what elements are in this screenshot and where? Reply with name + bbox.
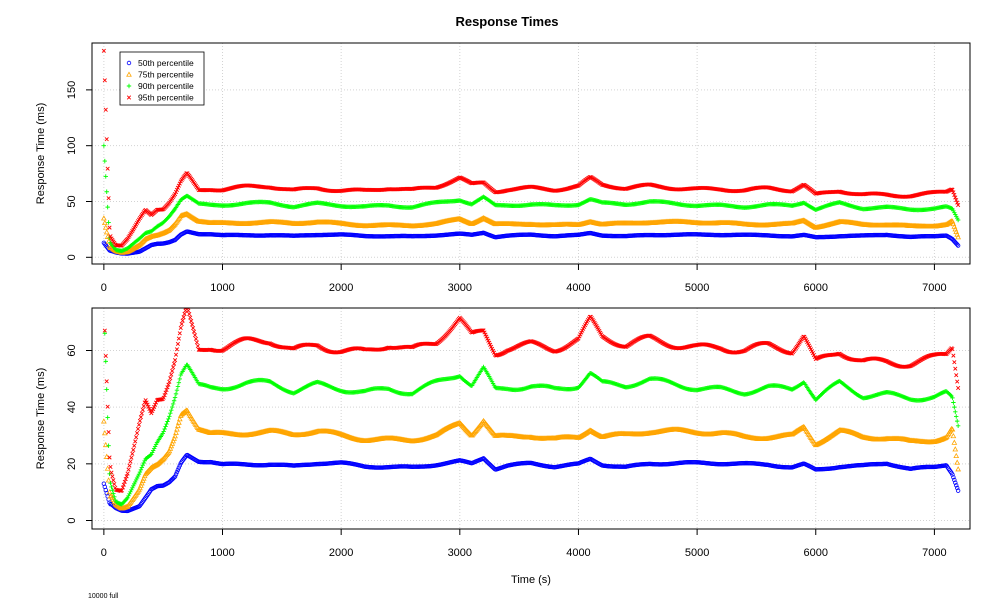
x-tick-label: 2000 bbox=[329, 282, 353, 294]
data-point bbox=[101, 219, 108, 226]
data-point bbox=[103, 229, 110, 235]
x-tick-label: 4000 bbox=[566, 282, 590, 294]
x-tick-label: 3000 bbox=[448, 282, 472, 294]
data-point bbox=[101, 48, 106, 53]
data-point bbox=[169, 440, 176, 446]
series-50th-percentile bbox=[101, 229, 961, 256]
legend-label: 75th percentile bbox=[138, 70, 194, 80]
data-point bbox=[174, 187, 180, 192]
data-point bbox=[175, 467, 181, 473]
data-point bbox=[173, 472, 179, 477]
data-point bbox=[171, 435, 177, 441]
data-point bbox=[175, 185, 180, 190]
data-point bbox=[106, 220, 111, 225]
data-point bbox=[177, 181, 182, 186]
top-panel-frame bbox=[91, 42, 971, 265]
data-point bbox=[104, 137, 109, 142]
series-90th-percentile bbox=[101, 143, 961, 254]
legend-label: 90th percentile bbox=[138, 81, 194, 91]
data-point bbox=[172, 192, 178, 197]
chart-title: Response Times bbox=[455, 14, 558, 29]
top-panel-y-axis-label: Response Time (ms) bbox=[35, 103, 47, 204]
data-point bbox=[107, 225, 112, 230]
top-panel: 0 1000 2000 3000 4000 5000 6000 7000 050100150 … bbox=[35, 42, 971, 294]
top-panel-marks bbox=[100, 48, 962, 256]
data-point bbox=[106, 196, 111, 201]
series-75th-percentile bbox=[100, 407, 962, 511]
legend-item: 95th percentile bbox=[126, 93, 194, 103]
data-point bbox=[102, 78, 107, 83]
data-point bbox=[174, 469, 180, 475]
y-tick-label: 100 bbox=[66, 137, 78, 155]
legend-item: 50th percentile bbox=[126, 58, 194, 68]
top-panel-x-ticks: 0 1000 2000 3000 4000 5000 6000 7000 bbox=[101, 264, 947, 294]
series-95th-percentile bbox=[101, 48, 961, 248]
data-point bbox=[102, 158, 108, 164]
data-point bbox=[108, 234, 113, 239]
data-point bbox=[101, 143, 107, 148]
legend-label: 95th percentile bbox=[138, 93, 194, 103]
top-panel-grid bbox=[92, 43, 970, 264]
data-point bbox=[167, 445, 174, 451]
legend-label: 50th percentile bbox=[138, 58, 194, 68]
data-point bbox=[170, 438, 177, 444]
data-point bbox=[168, 443, 175, 449]
data-point bbox=[955, 217, 961, 223]
y-tick-label: 150 bbox=[66, 81, 78, 99]
data-point bbox=[102, 224, 109, 230]
data-point bbox=[955, 243, 961, 248]
data-point bbox=[165, 227, 172, 233]
data-point bbox=[947, 218, 954, 224]
bottom-panel-marks bbox=[100, 308, 962, 514]
data-point bbox=[104, 233, 111, 239]
data-point bbox=[105, 238, 112, 244]
y-tick-label: 50 bbox=[66, 195, 78, 207]
data-point bbox=[100, 215, 107, 221]
data-point bbox=[101, 430, 108, 436]
series-50th-percentile bbox=[101, 452, 961, 514]
x-tick-label: 1000 bbox=[210, 282, 234, 294]
top-panel-y-ticks: 0 50 100 150 bbox=[66, 81, 92, 260]
y-tick-label: 0 bbox=[66, 254, 78, 260]
data-point bbox=[104, 189, 109, 194]
data-point bbox=[103, 107, 108, 112]
data-point bbox=[173, 189, 179, 195]
data-point bbox=[176, 183, 181, 188]
data-point bbox=[954, 242, 960, 247]
data-point bbox=[176, 465, 182, 470]
x-tick-label: 0 bbox=[101, 282, 107, 294]
x-tick-label: 7000 bbox=[922, 282, 946, 294]
x-tick-label: 5000 bbox=[685, 282, 709, 294]
data-point bbox=[955, 234, 962, 240]
data-point bbox=[105, 166, 110, 171]
x-tick-label: 6000 bbox=[804, 282, 828, 294]
data-point bbox=[105, 204, 110, 210]
data-point bbox=[949, 206, 954, 211]
data-point bbox=[103, 174, 108, 179]
